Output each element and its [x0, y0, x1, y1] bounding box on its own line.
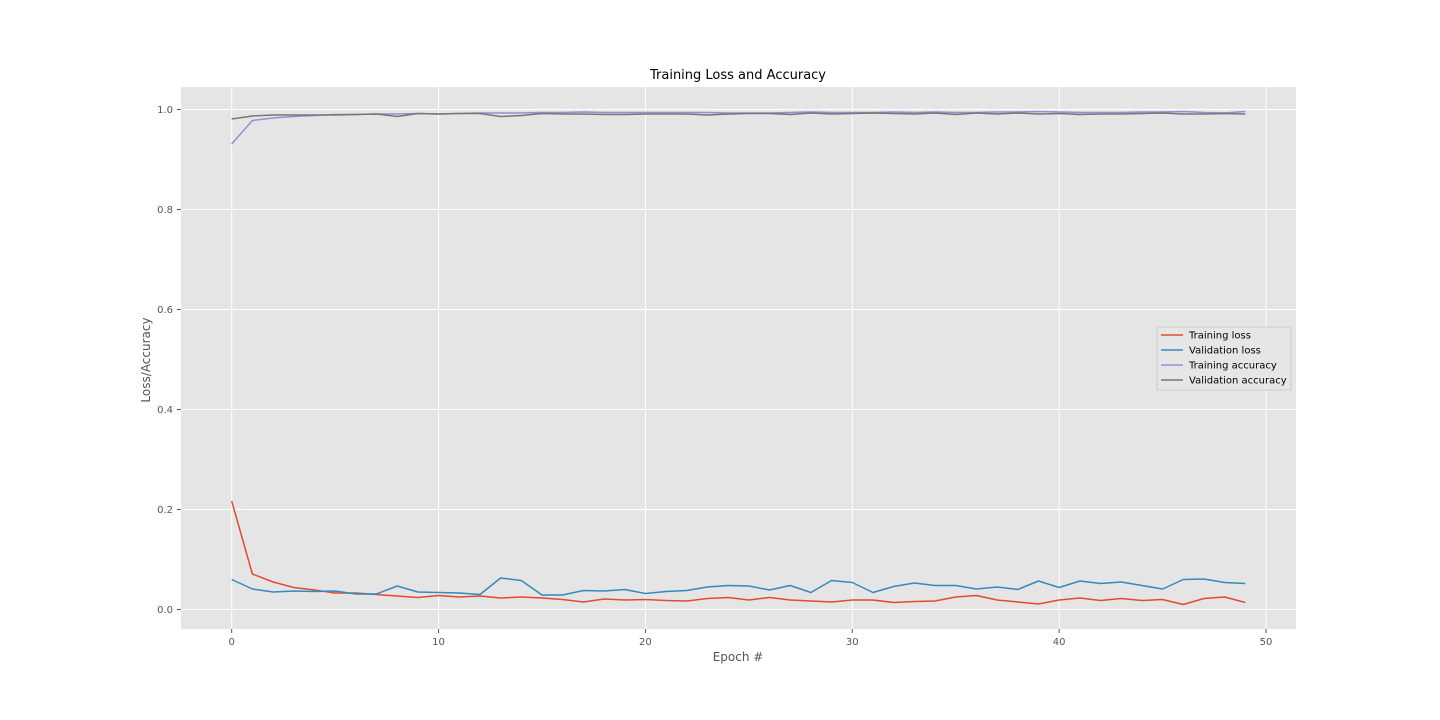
- ticks: 0 10 20 30 40 50 0.0 0.2 0.4 0.6 0.8 1.0: [157, 105, 1272, 648]
- y-tick-label: 1.0: [157, 105, 173, 116]
- chart-title: Training Loss and Accuracy: [649, 68, 826, 83]
- legend-label-validation-loss: Validation loss: [1189, 346, 1261, 357]
- y-tick-label: 0.8: [157, 205, 173, 216]
- legend-label-training-accuracy: Training accuracy: [1188, 361, 1277, 372]
- x-tick-label: 30: [846, 637, 859, 648]
- x-tick-label: 20: [639, 637, 652, 648]
- x-tick-label: 0: [228, 637, 234, 648]
- legend-label-training-loss: Training loss: [1188, 331, 1251, 342]
- x-tick-label: 40: [1053, 637, 1066, 648]
- y-axis-label: Loss/Accuracy: [139, 317, 153, 402]
- y-tick-label: 0.2: [157, 505, 173, 516]
- series-lines: [230, 110, 1246, 606]
- x-tick-label: 10: [432, 637, 445, 648]
- series-line-training-loss: [230, 500, 1246, 606]
- legend: Training loss Validation loss Training acc…: [1156, 326, 1292, 391]
- series-line-validation-accuracy: [231, 112, 1246, 120]
- legend-label-validation-accuracy: Validation accuracy: [1189, 376, 1287, 387]
- y-tick-label: 0.0: [157, 605, 173, 616]
- x-tick-label: 50: [1260, 637, 1273, 648]
- y-tick-label: 0.6: [157, 305, 173, 316]
- y-tick-label: 0.4: [157, 405, 173, 416]
- plot-area: [181, 87, 1296, 629]
- x-axis-label: Epoch #: [713, 650, 764, 664]
- series-line-validation-loss: [231, 577, 1246, 596]
